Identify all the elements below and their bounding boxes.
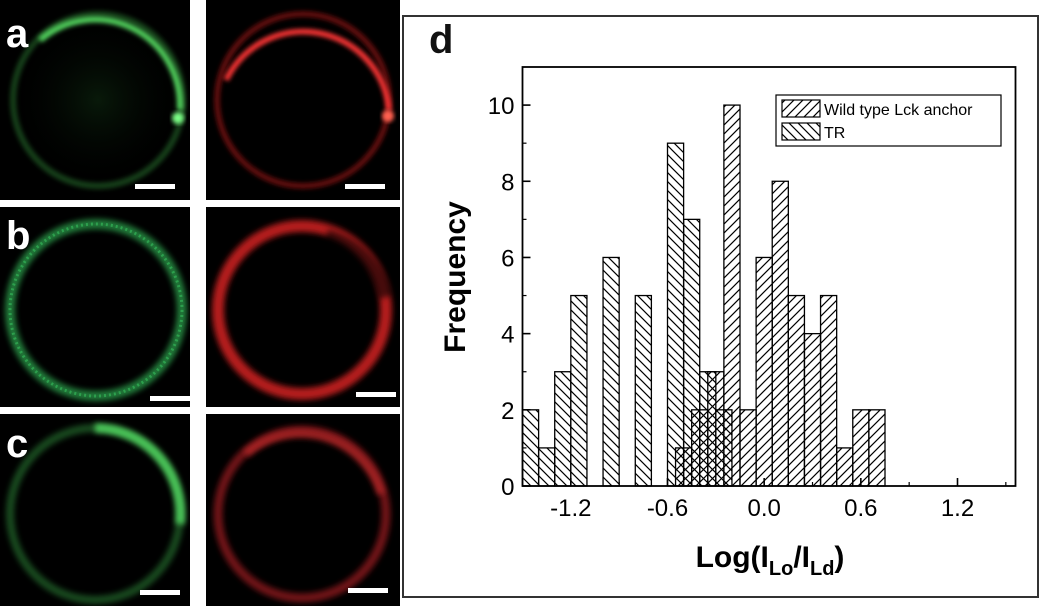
micrograph-a-green — [0, 0, 190, 200]
scale-bar-c-red — [348, 588, 388, 593]
histogram-bar-wild-type — [836, 447, 854, 487]
scale-bar-b-green — [150, 396, 190, 401]
histogram-bar-tr — [537, 447, 556, 487]
histogram-bar-wild-type — [819, 294, 838, 487]
histogram-bar-wild-type — [723, 104, 741, 487]
y-tick-label: 8 — [501, 169, 514, 196]
scale-bar-c-green — [140, 590, 180, 595]
scale-bar-a-green — [135, 184, 175, 189]
histogram-bar-wild-type — [803, 332, 822, 487]
histogram-bar-wild-type — [771, 180, 789, 487]
x-axis-label: Log(ILo/ILd) — [696, 541, 845, 580]
micrograph-b-green — [0, 207, 190, 407]
legend-swatch-tr — [781, 122, 821, 141]
y-tick-label: 6 — [501, 245, 514, 272]
y-axis-ticks: 0 2 4 6 8 10 — [488, 93, 531, 501]
histogram-bar-wild-type — [691, 409, 709, 487]
histogram-bars — [521, 104, 886, 487]
histogram-bar-tr — [634, 294, 653, 487]
histogram-bar-tr — [666, 142, 685, 487]
micrograph-b-red — [206, 207, 400, 407]
histogram-chart: 0 2 4 6 8 10 -1.2 -0.6 0.0 0.6 1.2 Frequency Log(… — [439, 66, 1017, 580]
histogram-bar-wild-type — [739, 409, 757, 487]
histogram-bar-tr — [602, 256, 620, 487]
histogram-bar-wild-type — [707, 371, 725, 487]
panel-label-d: d — [429, 18, 454, 62]
y-tick-label: 10 — [488, 93, 515, 120]
legend-label-wild-type: Wild type Lck anchor — [824, 102, 973, 119]
x-tick-label: 1.2 — [941, 495, 974, 522]
scale-bar-a-red — [345, 184, 385, 189]
micrograph-c-red — [206, 414, 400, 606]
histogram-bar-wild-type — [755, 256, 773, 487]
plot-area-border — [521, 66, 1017, 487]
legend: Wild type Lck anchor TR — [775, 94, 1002, 147]
panel-label-b: b — [6, 214, 31, 258]
y-tick-label: 0 — [501, 474, 514, 501]
scale-bar-b-red — [356, 392, 396, 397]
x-axis-ticks: -1.2 -0.6 0.0 0.6 1.2 — [521, 478, 1007, 522]
panel-label-c: c — [6, 422, 29, 466]
x-tick-label: -0.6 — [647, 495, 688, 522]
y-axis-label: Frequency — [439, 201, 472, 353]
micrograph-a-red — [206, 0, 400, 200]
histogram-bar-tr — [570, 294, 588, 487]
histogram-bar-wild-type — [787, 294, 806, 487]
micrograph-c-green — [0, 414, 190, 606]
histogram-bar-wild-type — [852, 409, 870, 487]
legend-swatch-wild-type — [781, 99, 821, 118]
histogram-bar-wild-type — [674, 447, 693, 487]
x-tick-label: 0.6 — [844, 495, 877, 522]
panel-label-a: a — [6, 12, 29, 56]
histogram-bar-tr — [554, 371, 572, 487]
y-tick-label: 4 — [501, 322, 514, 349]
x-tick-label: -1.2 — [550, 495, 591, 522]
x-tick-label: 0.0 — [747, 495, 780, 522]
histogram-bar-wild-type — [868, 409, 886, 487]
panel-d-frame — [402, 15, 1039, 598]
y-tick-label: 2 — [501, 398, 514, 425]
legend-label-tr: TR — [824, 125, 845, 142]
